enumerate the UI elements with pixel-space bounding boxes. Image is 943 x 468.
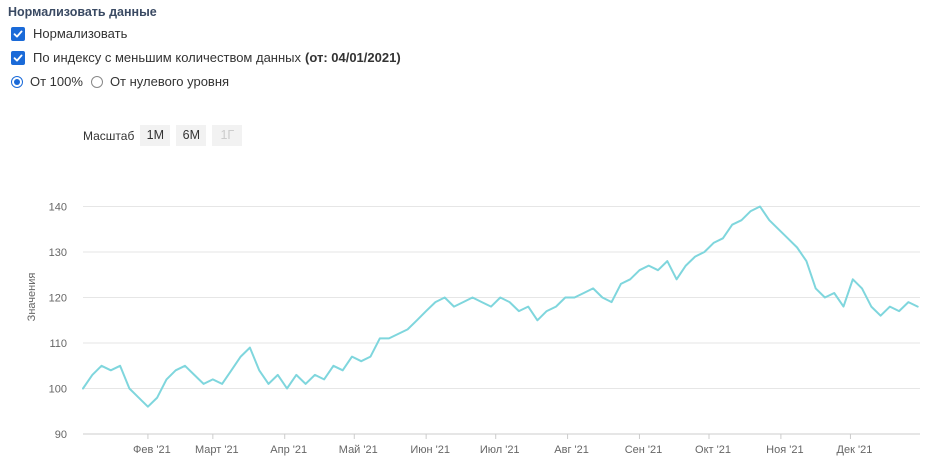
radio-icon[interactable] — [90, 75, 103, 88]
x-tick-label: Окт '21 — [695, 444, 731, 456]
checkmark-icon[interactable] — [11, 50, 25, 65]
y-axis-title: Значения — [26, 273, 38, 322]
base-level-options: От 100% От нулевого уровня — [11, 74, 237, 89]
normalize-option[interactable]: Нормализовать — [11, 26, 127, 41]
from-100-label[interactable]: От 100% — [30, 74, 83, 89]
x-tick-label: Март '21 — [195, 444, 239, 456]
by-index-date: (от: 04/01/2021) — [305, 50, 401, 65]
y-axis: 90 100 110 120 130 140 — [49, 202, 67, 442]
x-tick-label: Ноя '21 — [766, 444, 803, 456]
y-tick-label: 100 — [49, 384, 67, 396]
radio-icon[interactable] — [11, 75, 23, 88]
x-axis: Фев '21 Март '21 Апр '21 Май '21 Июн '21 Июл … — [83, 433, 920, 456]
x-tick-label: Сен '21 — [625, 444, 663, 456]
series — [82, 205, 919, 408]
normalize-label: Нормализовать — [33, 26, 128, 41]
x-tick-label: Июл '21 — [480, 444, 520, 456]
y-tick-label: 140 — [49, 202, 67, 214]
series-line — [82, 205, 919, 408]
x-tick-label: Май '21 — [339, 444, 378, 456]
panel-title: Нормализовать данные — [8, 5, 157, 19]
by-index-option[interactable]: По индексу с меньшим количеством данных … — [11, 50, 401, 65]
zoom-controls: Масштаб 1М 6М 1Г — [83, 125, 248, 146]
by-index-label: По индексу с меньшим количеством данных — [33, 50, 301, 65]
zoom-label: Масштаб — [83, 128, 135, 143]
zoom-1y-button: 1Г — [212, 125, 243, 146]
checkmark-icon[interactable] — [11, 26, 25, 41]
y-tick-label: 90 — [55, 429, 67, 441]
zoom-6m-button[interactable]: 6М — [176, 125, 207, 146]
y-tick-label: 130 — [49, 247, 67, 259]
x-tick-label: Апр '21 — [270, 444, 307, 456]
from-zero-label[interactable]: От нулевого уровня — [109, 74, 230, 89]
zoom-1m-button[interactable]: 1М — [140, 125, 171, 146]
y-tick-label: 120 — [49, 293, 67, 305]
x-tick-label: Авг '21 — [554, 444, 589, 456]
x-tick-label: Фев '21 — [133, 444, 171, 456]
x-tick-label: Дек '21 — [837, 444, 873, 456]
grid — [83, 206, 920, 389]
x-tick-label: Июн '21 — [410, 444, 450, 456]
y-tick-label: 110 — [49, 338, 67, 350]
